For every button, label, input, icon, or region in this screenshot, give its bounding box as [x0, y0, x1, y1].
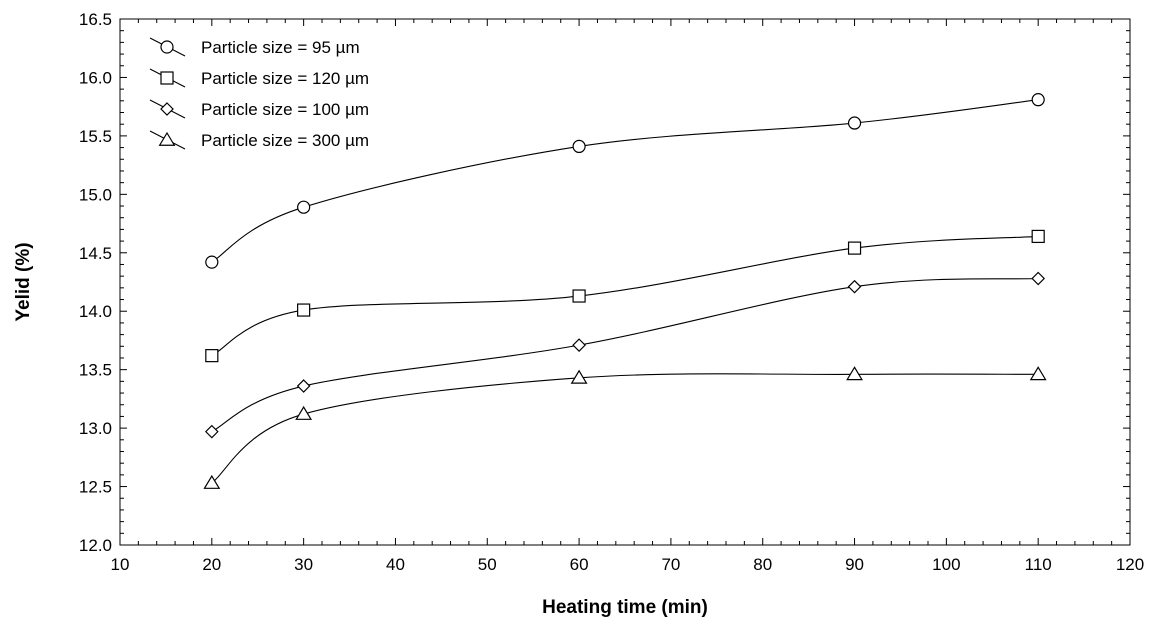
- x-tick-label: 30: [294, 555, 313, 574]
- y-axis: 12.0 12.5 13.0 13.5 14.0 14.5 15.0 15.5 16.0 16.5: [79, 10, 1130, 555]
- legend-item: Particle size = 100 µm: [149, 99, 369, 119]
- series-line: [205, 93, 1045, 269]
- data-point-diamond: [160, 102, 174, 116]
- data-point-square: [160, 71, 174, 85]
- y-tick-label: 16.5: [79, 10, 112, 29]
- data-point-triangle: [1029, 366, 1047, 381]
- data-point-square: [297, 303, 311, 317]
- y-tick-label: 12.0: [79, 536, 112, 555]
- y-tick-label: 13.0: [79, 419, 112, 438]
- legend-item: Particle size = 300 µm: [149, 130, 369, 150]
- data-point-circle: [205, 255, 219, 269]
- x-tick-label: 40: [386, 555, 405, 574]
- data-point-circle: [847, 116, 862, 130]
- data-point-triangle: [295, 405, 313, 420]
- data-point-circle: [572, 139, 586, 154]
- y-tick-label: 14.5: [79, 244, 112, 263]
- y-tick-label: 14.0: [79, 302, 112, 321]
- y-tick-label: 16.0: [79, 68, 112, 87]
- y-axis-title: Yelid (%): [13, 242, 34, 321]
- legend-item: Particle size = 120 µm: [149, 68, 369, 88]
- data-point-square: [205, 349, 219, 363]
- plot-frame: [119, 18, 1131, 546]
- series-curve: [211, 235, 1039, 357]
- x-axis-title: Heating time (min): [542, 597, 708, 618]
- data-point-triangle: [158, 131, 176, 146]
- series-line: [203, 366, 1047, 489]
- x-tick-label: 50: [478, 555, 497, 574]
- legend-label: Particle size = 95 µm: [201, 38, 360, 57]
- data-point-square: [572, 289, 586, 303]
- data-point-diamond: [847, 279, 862, 294]
- series-curve: [211, 99, 1039, 263]
- x-tick-label: 110: [1025, 555, 1052, 574]
- x-axis: 10 20 30 40 50 60 70 80 90 100 110 120: [111, 19, 1144, 574]
- series-curve: [211, 373, 1039, 484]
- data-point-square: [847, 241, 862, 255]
- legend-label: Particle size = 100 µm: [201, 100, 369, 119]
- series-line: [205, 229, 1045, 363]
- data-point-triangle: [203, 474, 221, 489]
- y-tick-label: 13.5: [79, 361, 112, 380]
- series-curve: [211, 277, 1039, 433]
- x-tick-label: 100: [932, 555, 960, 574]
- x-tick-label: 60: [570, 555, 589, 574]
- y-tick-label: 15.5: [79, 127, 112, 146]
- data-point-triangle: [570, 369, 588, 384]
- x-tick-label: 10: [111, 555, 130, 574]
- data-point-diamond: [1031, 271, 1046, 286]
- data-point-diamond: [204, 424, 219, 439]
- legend: Particle size = 95 µm Particle size = 120…: [149, 37, 369, 150]
- data-point-diamond: [296, 379, 311, 393]
- legend-label: Particle size = 300 µm: [201, 131, 369, 150]
- legend-item: Particle size = 95 µm: [149, 37, 360, 57]
- x-tick-label: 90: [845, 555, 864, 574]
- data-point-circle: [160, 40, 174, 54]
- data-point-triangle: [846, 366, 863, 381]
- x-tick-label: 120: [1116, 555, 1144, 574]
- data-point-circle: [297, 200, 311, 214]
- data-point-circle: [1031, 93, 1045, 107]
- y-tick-label: 15.0: [79, 185, 112, 204]
- data-point-diamond: [572, 338, 586, 352]
- legend-label: Particle size = 120 µm: [201, 69, 369, 88]
- x-tick-label: 20: [202, 555, 221, 574]
- y-tick-label: 12.5: [79, 478, 112, 497]
- series-line: [204, 271, 1046, 439]
- x-tick-label: 80: [753, 555, 772, 574]
- series-layer: [203, 93, 1047, 489]
- x-tick-label: 70: [661, 555, 680, 574]
- data-point-square: [1031, 229, 1045, 244]
